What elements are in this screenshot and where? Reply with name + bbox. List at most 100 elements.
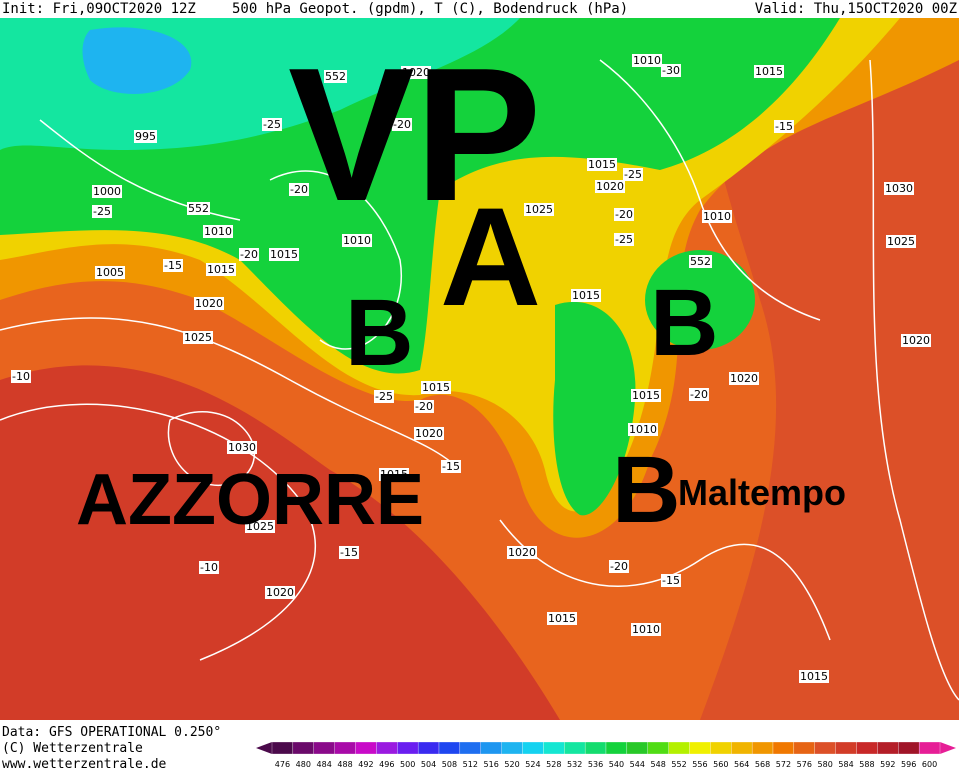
isobar-label: 1020 xyxy=(402,66,430,79)
isobar-label: 1010 xyxy=(629,423,657,436)
annotation-high: A xyxy=(440,178,541,335)
isobar-label-bg xyxy=(587,158,617,171)
isobar-label: -10 xyxy=(12,370,30,383)
isobar-label-bg xyxy=(421,381,451,394)
colorbar-tick-label: 600 xyxy=(922,760,937,769)
colorbar-swatch xyxy=(626,741,648,755)
isobar-label: 1015 xyxy=(422,381,450,394)
header-bar xyxy=(0,0,959,18)
isobar-label: 552 xyxy=(325,70,346,83)
colorbar-tick-label: 584 xyxy=(838,760,853,769)
field-description: 500 hPa Geopot. (gpdm), T (C), Bodendruc… xyxy=(232,1,628,17)
colorbar-tick-label: 516 xyxy=(484,760,499,769)
colorbar-end xyxy=(940,742,956,754)
isobar-label: 1010 xyxy=(343,234,371,247)
colorbar-tick-label: 488 xyxy=(337,760,352,769)
colorbar-tick-label: 476 xyxy=(275,760,290,769)
isobar-label-bg xyxy=(206,263,236,276)
isobar xyxy=(599,59,821,321)
isobar-label: 1030 xyxy=(885,182,913,195)
isobar-label: -20 xyxy=(393,118,411,131)
isobar-label-bg xyxy=(507,546,537,559)
isobar xyxy=(499,519,831,641)
isobar-label: 1010 xyxy=(632,623,660,636)
colorbar-tick-label: 524 xyxy=(525,760,540,769)
isobar-label-bg xyxy=(661,64,681,77)
colorbar-swatch xyxy=(313,741,335,755)
isobar xyxy=(269,170,402,350)
colorbar-tick-label: 548 xyxy=(651,760,666,769)
isobar-label: 1015 xyxy=(800,670,828,683)
isobar-label-bg xyxy=(886,235,916,248)
colorbar-swatch xyxy=(605,741,628,755)
isobar-label: -15 xyxy=(164,259,182,272)
isobar-label: -20 xyxy=(415,400,433,413)
isobar xyxy=(0,317,461,471)
colorbar-swatch xyxy=(814,741,836,755)
colorbar-swatch xyxy=(856,741,878,755)
isobar-label-bg xyxy=(631,389,661,402)
isobar-label-bg xyxy=(324,70,347,83)
isobar-label-bg xyxy=(379,468,409,481)
isobar-label: -30 xyxy=(662,64,680,77)
colorbar-swatch xyxy=(397,741,419,755)
colorbar-swatch xyxy=(877,741,899,755)
isobar-label: -20 xyxy=(690,388,708,401)
isobar xyxy=(167,411,255,487)
isobar-label: 552 xyxy=(188,202,209,215)
isobar-label-bg xyxy=(227,441,257,454)
data-source: Data: GFS OPERATIONAL 0.250° xyxy=(2,725,221,740)
isobar-label-bg xyxy=(623,168,643,181)
isobar-label-bg xyxy=(342,234,372,247)
isobar-label: 1015 xyxy=(572,289,600,302)
colorbar-tick-label: 560 xyxy=(713,760,728,769)
isobar-label: -15 xyxy=(662,574,680,587)
trough-region xyxy=(553,301,636,516)
coldest-region xyxy=(82,27,192,94)
isobar-label: 1020 xyxy=(596,180,624,193)
isobar-label-bg xyxy=(689,255,712,268)
isobar-label-bg xyxy=(414,400,434,413)
isobar-label: 1015 xyxy=(755,65,783,78)
isobar-label: -20 xyxy=(615,208,633,221)
isobar-label-bg xyxy=(203,225,233,238)
isobar-label: 552 xyxy=(690,255,711,268)
isobar-label-bg xyxy=(187,202,210,215)
isobar-label: -25 xyxy=(93,205,111,218)
url: www.wetterzentrale.de xyxy=(2,757,167,770)
isobar-label-bg xyxy=(609,560,629,573)
isobar-label-bg xyxy=(199,561,219,574)
isobar-label-bg xyxy=(289,183,309,196)
isobar-label: 1015 xyxy=(548,612,576,625)
isobar-label-bg xyxy=(799,670,829,683)
colorbar-tick-label: 564 xyxy=(734,760,749,769)
colorbar-tick-label: 504 xyxy=(421,760,436,769)
colorbar-tick-label: 480 xyxy=(296,760,311,769)
colorbar-swatch xyxy=(564,741,586,755)
isobar-label: 1015 xyxy=(380,468,408,481)
isobar-label-bg xyxy=(441,460,461,473)
annotation-low: B xyxy=(650,270,719,376)
isobar-label-bg xyxy=(374,390,394,403)
colorbar-swatch xyxy=(438,741,461,755)
isobar-label: -15 xyxy=(340,546,358,559)
colorbar-swatch xyxy=(647,741,669,755)
colorbar-swatch xyxy=(689,741,711,755)
colorbar-swatch xyxy=(898,741,920,755)
isobar-label-bg xyxy=(702,210,732,223)
isobar-label-bg xyxy=(134,130,157,143)
isobar-label: 1020 xyxy=(508,546,536,559)
colorbar-tick-label: 540 xyxy=(609,760,624,769)
colorbar-swatch xyxy=(334,741,356,755)
isobar-label-bg xyxy=(547,612,577,625)
colorbar-tick-label: 568 xyxy=(755,760,770,769)
isobar-label: -25 xyxy=(624,168,642,181)
colorbar-swatch xyxy=(292,741,314,755)
isobar-label-bg xyxy=(774,120,794,133)
cutoff-low-region xyxy=(645,250,755,350)
isobar-label: 1030 xyxy=(228,441,256,454)
colorbar-tick-label: 592 xyxy=(880,760,895,769)
colorbar-swatch xyxy=(271,741,294,755)
colorbar-swatch xyxy=(584,741,607,755)
